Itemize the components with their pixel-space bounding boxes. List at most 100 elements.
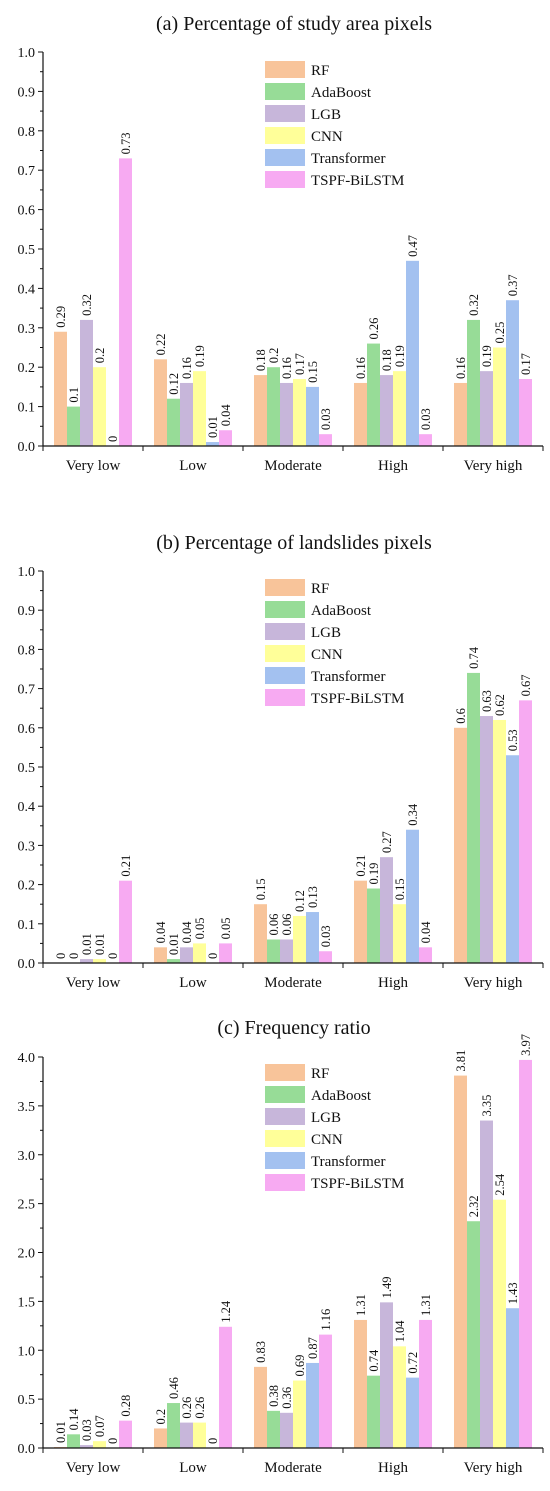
data-label: 0.04 xyxy=(219,404,233,427)
bar-tspf-bilstm-very-low xyxy=(119,880,132,963)
data-label: 0.12 xyxy=(293,890,307,912)
legend-swatch xyxy=(265,83,305,100)
bar-rf-very-low xyxy=(54,331,67,446)
y-tick-label: 1.5 xyxy=(18,1295,36,1310)
data-label: 1.31 xyxy=(354,1294,368,1316)
data-label: 0.03 xyxy=(419,408,433,430)
bar-cnn-high xyxy=(393,904,406,963)
legend-label: TSPF-BiLSTM xyxy=(311,1176,404,1192)
data-label: 0.01 xyxy=(93,933,107,955)
bar-transformer-very-high xyxy=(506,755,519,963)
data-label: 1.16 xyxy=(319,1309,333,1331)
data-label: 0.26 xyxy=(367,318,381,340)
legend-label: AdaBoost xyxy=(311,1088,372,1104)
bar-adaboost-moderate xyxy=(267,367,280,446)
bar-tspf-bilstm-moderate xyxy=(319,434,332,446)
data-label: 0.2 xyxy=(154,1409,168,1425)
y-tick-label: 0.8 xyxy=(18,125,36,140)
data-label: 0.01 xyxy=(167,933,181,955)
bar-tspf-bilstm-low xyxy=(219,943,232,963)
data-label: 0.05 xyxy=(219,918,233,940)
bar-lgb-very-high xyxy=(480,716,493,963)
bar-adaboost-very-low xyxy=(67,406,80,446)
chart-panel-b: (b) Percentage of landslides pixels 0 0.04… xyxy=(18,532,544,991)
data-label: 0.01 xyxy=(80,933,94,955)
bar-tspf-bilstm-moderate xyxy=(319,1334,332,1448)
data-label: 0.07 xyxy=(93,1415,107,1437)
data-label: 0.37 xyxy=(506,274,520,296)
legend-swatch xyxy=(265,149,305,166)
data-label: 0.74 xyxy=(467,646,481,669)
y-tick-label: 0.4 xyxy=(18,800,36,815)
data-label: 0.03 xyxy=(319,408,333,430)
legend-label: TSPF-BiLSTM xyxy=(311,173,404,189)
bar-cnn-high xyxy=(393,1346,406,1448)
bar-tspf-bilstm-very-low xyxy=(119,1420,132,1448)
x-tick-label: Moderate xyxy=(264,1460,322,1476)
bars: 0.01 0.2 0.83 1.31 3.81 0.14 0.46 0.38 0.74 2.32 0… xyxy=(54,1034,533,1448)
data-label: 0.17 xyxy=(519,353,533,375)
bar-adaboost-low xyxy=(167,959,180,963)
legend-swatch xyxy=(265,1064,305,1081)
bar-lgb-moderate xyxy=(280,1412,293,1448)
data-label: 0.6 xyxy=(454,708,468,724)
data-label: 0.01 xyxy=(206,416,220,438)
data-label: 0.53 xyxy=(506,729,520,751)
y-tick-label: 0.9 xyxy=(18,85,36,100)
x-tick-label: Moderate xyxy=(264,458,322,474)
data-label: 0.18 xyxy=(380,349,394,371)
y-tick-label: 0.9 xyxy=(18,604,36,619)
data-label: 3.81 xyxy=(454,1050,468,1072)
bar-lgb-high xyxy=(380,857,393,963)
legend-swatch xyxy=(265,171,305,188)
x-tick-label: Very low xyxy=(66,975,121,991)
bar-rf-very-high xyxy=(454,727,467,963)
data-label: 0.21 xyxy=(119,855,133,877)
legend-swatch xyxy=(265,667,305,684)
bar-tspf-bilstm-very-high xyxy=(519,700,532,963)
legend-label: Transformer xyxy=(311,669,385,685)
bar-transformer-moderate xyxy=(306,1362,319,1448)
data-label: 0 xyxy=(67,953,81,959)
legend-swatch xyxy=(265,1152,305,1169)
data-label: 0.1 xyxy=(67,387,81,403)
data-label: 0.74 xyxy=(367,1349,381,1372)
data-label: 0.25 xyxy=(493,322,507,344)
bar-adaboost-moderate xyxy=(267,939,280,963)
bar-rf-moderate xyxy=(254,1366,267,1448)
y-tick-label: 0.5 xyxy=(18,243,36,258)
bar-rf-very-high xyxy=(454,382,467,446)
bar-transformer-very-high xyxy=(506,300,519,446)
y-tick-label: 0.3 xyxy=(18,839,36,854)
x-tick-label: Moderate xyxy=(264,975,322,991)
legend-label: AdaBoost xyxy=(311,603,372,619)
bar-rf-high xyxy=(354,382,367,446)
bar-adaboost-very-low xyxy=(67,1434,80,1448)
y-tick-label: 0.4 xyxy=(18,282,36,297)
data-label: 0.16 xyxy=(180,357,194,379)
bar-transformer-moderate xyxy=(306,912,319,963)
legend-swatch xyxy=(265,127,305,144)
legend: RF AdaBoost LGB CNN Transformer TSPF-BiLSTM xyxy=(265,1064,404,1192)
data-label: 0.01 xyxy=(54,1421,68,1443)
data-label: 0.69 xyxy=(293,1355,307,1377)
data-label: 0.03 xyxy=(80,1419,94,1441)
bar-cnn-very-low xyxy=(93,367,106,446)
data-label: 1.43 xyxy=(506,1282,520,1304)
bar-cnn-very-high xyxy=(493,1199,506,1448)
bar-tspf-bilstm-high xyxy=(419,1319,432,1448)
bar-rf-low xyxy=(154,1428,167,1448)
legend-swatch xyxy=(265,601,305,618)
bars: 0.29 0.22 0.18 0.16 0.16 0.1 0.12 0.2 0.26 0.32 0.… xyxy=(54,133,533,446)
data-label: 3.97 xyxy=(519,1034,533,1056)
bar-tspf-bilstm-high xyxy=(419,434,432,446)
legend-swatch xyxy=(265,1086,305,1103)
bar-transformer-high xyxy=(406,829,419,963)
data-label: 0 xyxy=(106,436,120,442)
data-label: 2.32 xyxy=(467,1195,481,1217)
x-tick-label: Low xyxy=(179,458,207,474)
data-label: 0.15 xyxy=(254,878,268,900)
legend-swatch xyxy=(265,623,305,640)
data-label: 0.19 xyxy=(393,345,407,367)
data-label: 0.2 xyxy=(267,348,281,364)
